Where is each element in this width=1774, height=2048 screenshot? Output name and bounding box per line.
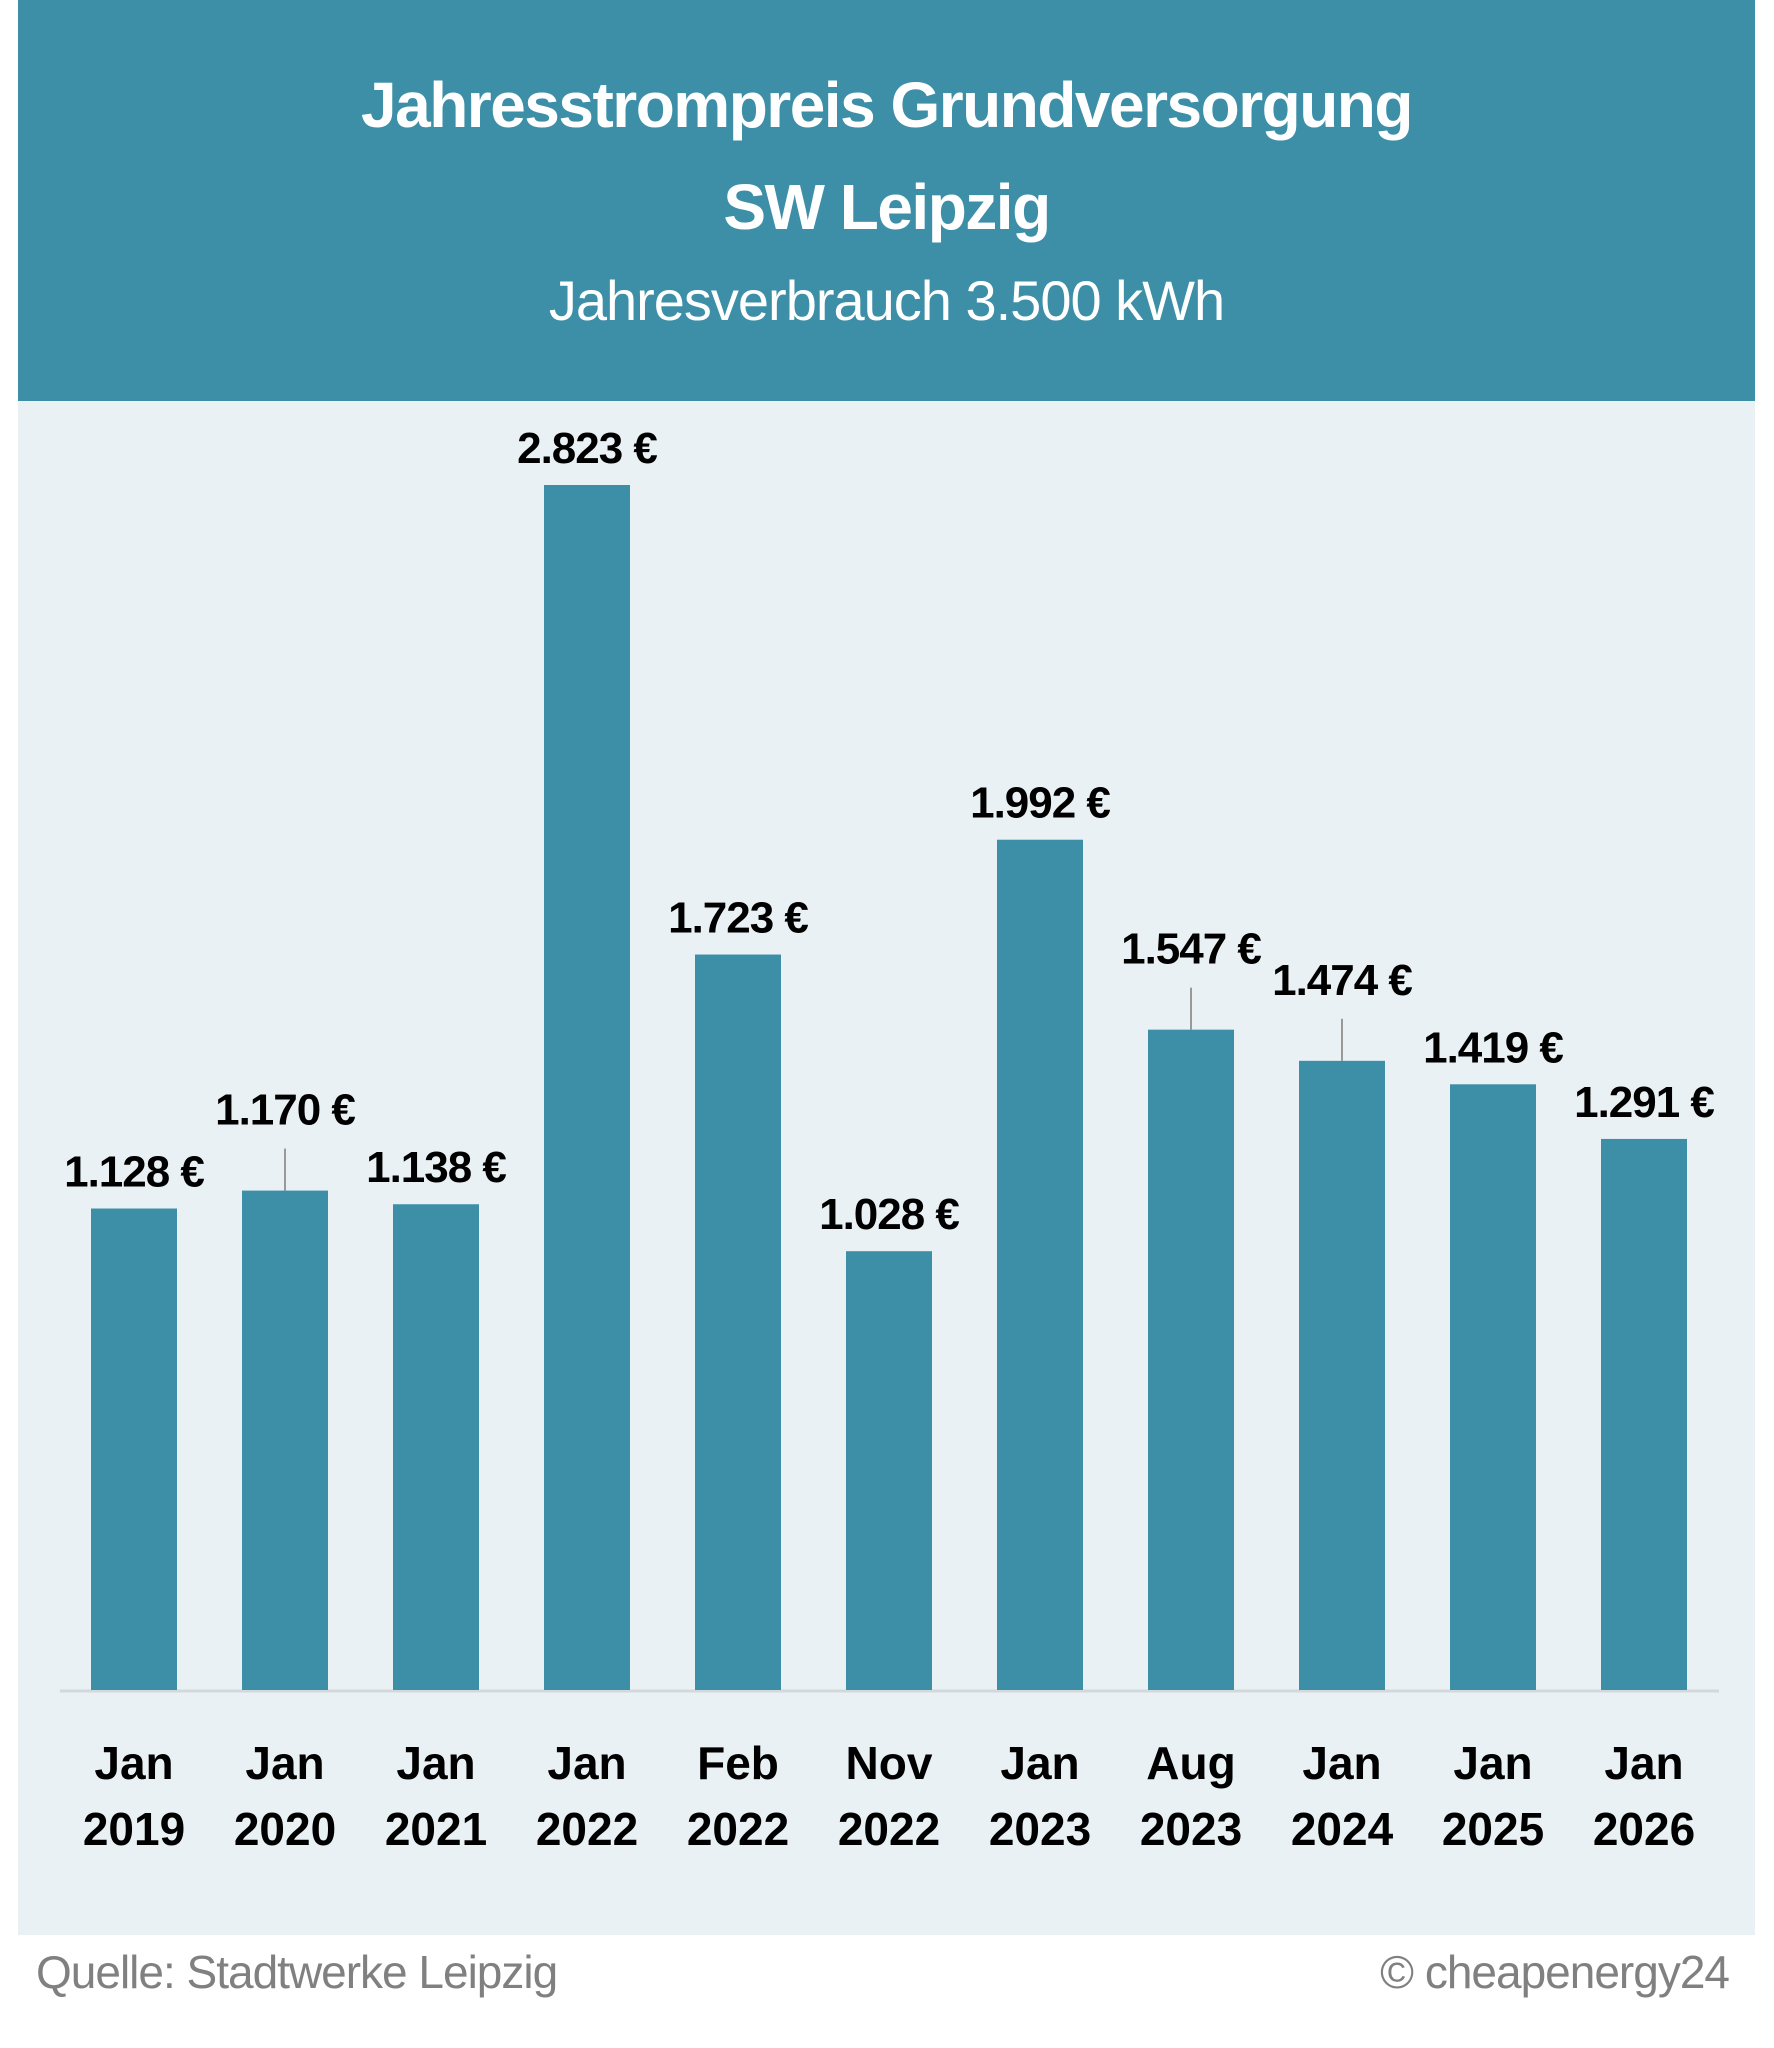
chart-title: Jahresstrompreis Grundversorgung (361, 69, 1413, 141)
x-tick-label-5-0: Nov (846, 1737, 933, 1789)
x-tick-label-6-1: 2023 (989, 1803, 1091, 1855)
bar-8 (1299, 1060, 1385, 1690)
x-tick-label-9-0: Jan (1453, 1737, 1532, 1789)
bar-10 (1601, 1138, 1687, 1690)
x-tick-label-6-0: Jan (1000, 1737, 1079, 1789)
x-tick-label-0-1: 2019 (83, 1803, 185, 1855)
x-tick-label-0-0: Jan (94, 1737, 173, 1789)
data-label-5: 1.028 € (819, 1190, 959, 1239)
bar-1 (242, 1190, 328, 1690)
x-tick-label-5-1: 2022 (838, 1803, 940, 1855)
bar-3 (544, 485, 630, 1690)
x-tick-label-4-1: 2022 (687, 1803, 789, 1855)
bar-0 (91, 1208, 177, 1690)
x-tick-label-10-1: 2026 (1593, 1803, 1695, 1855)
data-label-4: 1.723 € (668, 894, 808, 943)
x-tick-label-9-1: 2025 (1442, 1803, 1544, 1855)
x-tick-label-1-0: Jan (245, 1737, 324, 1789)
bar-2 (393, 1204, 479, 1690)
x-tick-label-7-0: Aug (1146, 1737, 1235, 1789)
data-label-10: 1.291 € (1574, 1078, 1714, 1127)
data-label-0: 1.128 € (64, 1148, 204, 1197)
data-label-9: 1.419 € (1423, 1023, 1563, 1072)
x-tick-label-3-0: Jan (547, 1737, 626, 1789)
data-label-2: 1.138 € (366, 1143, 506, 1192)
bar-4 (695, 954, 781, 1690)
copyright-note: © cheapenergy24 (1380, 1946, 1730, 1998)
x-tick-label-2-1: 2021 (385, 1803, 487, 1855)
data-label-3: 2.823 € (517, 424, 657, 473)
bar-6 (997, 839, 1083, 1690)
x-tick-label-2-0: Jan (396, 1737, 475, 1789)
x-tick-label-4-0: Feb (697, 1737, 779, 1789)
bar-5 (846, 1251, 932, 1690)
bar-7 (1148, 1029, 1234, 1690)
x-tick-label-8-0: Jan (1302, 1737, 1381, 1789)
data-label-8: 1.474 € (1272, 956, 1412, 1005)
data-label-1: 1.170 € (215, 1086, 355, 1135)
data-label-6: 1.992 € (970, 779, 1110, 828)
x-tick-label-7-1: 2023 (1140, 1803, 1242, 1855)
chart-header: Jahresstrompreis Grundversorgung SW Leip… (18, 0, 1755, 401)
x-tick-label-3-1: 2022 (536, 1803, 638, 1855)
x-tick-label-8-1: 2024 (1291, 1803, 1394, 1855)
source-note: Quelle: Stadtwerke Leipzig (36, 1946, 558, 1998)
chart-title-line2: SW Leipzig (723, 171, 1051, 243)
chart-subtitle: Jahresverbrauch 3.500 kWh (548, 269, 1225, 332)
x-tick-label-10-0: Jan (1604, 1737, 1683, 1789)
data-label-7: 1.547 € (1121, 925, 1261, 974)
x-tick-label-1-1: 2020 (234, 1803, 336, 1855)
bar-9 (1450, 1084, 1536, 1690)
